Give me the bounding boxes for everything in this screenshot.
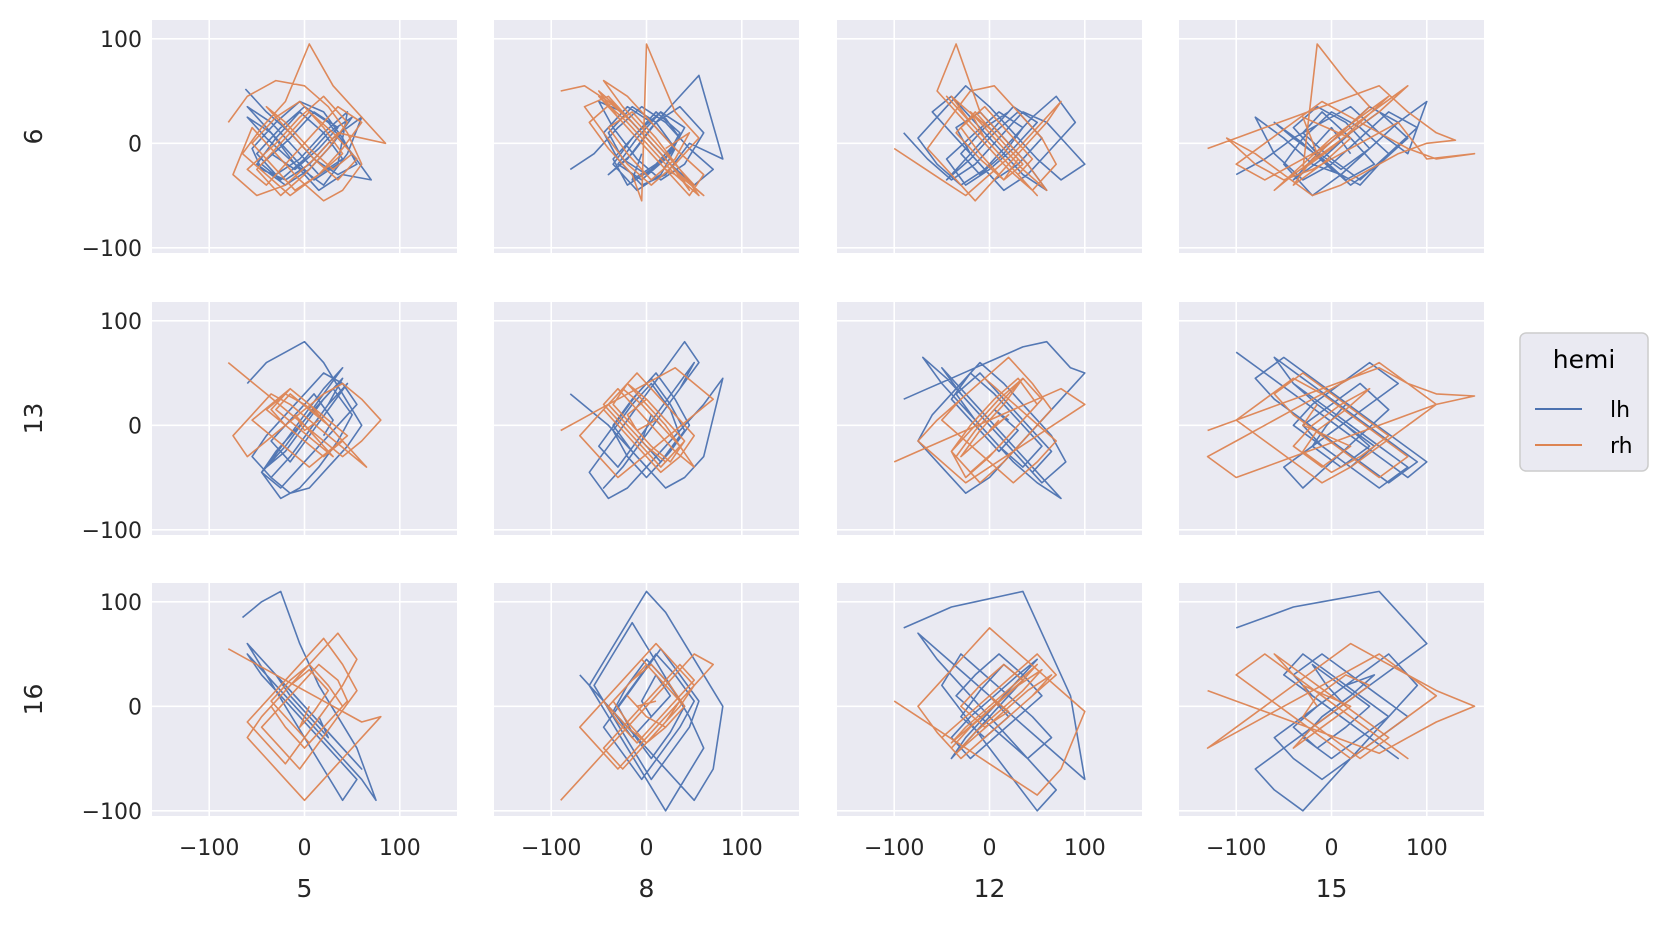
legend-title: hemi: [1553, 345, 1616, 374]
series-line-rh: [227, 361, 382, 468]
series-line-lh: [579, 590, 724, 812]
col-label-15: 15: [1316, 874, 1348, 903]
panel-r13-c8: [494, 302, 799, 535]
row-label-16: 16: [19, 684, 48, 716]
legend-frame: [1519, 332, 1649, 472]
col-label-8: 8: [639, 874, 655, 903]
y-tick-label: 100: [100, 28, 142, 53]
panel-r6-c12: [837, 20, 1142, 253]
panel-r6-c8: [494, 20, 799, 253]
series-line-rh: [560, 642, 715, 801]
series-line-lh: [244, 88, 373, 192]
legend-label-rh: rh: [1610, 434, 1633, 459]
y-tick-label: 0: [128, 414, 142, 439]
y-tick-label: 100: [100, 591, 142, 616]
series-line-rh: [560, 366, 715, 479]
series-line-lh: [903, 590, 1086, 812]
panel-r6-c5: [152, 20, 457, 253]
y-tick-label: 0: [128, 132, 142, 157]
panel-r16-c5: [152, 583, 457, 816]
series-line-rh: [893, 627, 1086, 796]
series-line-rh: [1206, 361, 1476, 484]
x-tick-label: 100: [1406, 836, 1448, 861]
series-line-lh: [903, 85, 1086, 192]
panels-layer: [152, 20, 1484, 816]
panel-r13-c15: [1179, 302, 1484, 535]
labels-layer: −100 0 100 6 −100 0 100 13 −100 0 100 16 −100 0 100 5 −1…: [19, 28, 1448, 903]
panel-r16-c12: [837, 583, 1142, 816]
col-label-5: 5: [297, 874, 313, 903]
panel-r13-c12: [837, 302, 1142, 535]
y-tick-label: −100: [82, 519, 142, 544]
series-line-rh: [893, 356, 1086, 484]
panel-r6-c15: [1179, 20, 1484, 253]
x-tick-label: −100: [864, 836, 924, 861]
y-tick-label: 0: [128, 695, 142, 720]
series-line-rh: [560, 43, 705, 202]
x-tick-label: 0: [298, 836, 312, 861]
panel-r16-c8: [494, 583, 799, 816]
x-tick-label: −100: [1206, 836, 1266, 861]
x-tick-label: −100: [521, 836, 581, 861]
x-tick-label: 100: [1064, 836, 1106, 861]
panel-r16-c15: [1179, 583, 1484, 816]
series-line-rh: [1206, 642, 1476, 760]
x-tick-label: 100: [379, 836, 421, 861]
col-label-12: 12: [974, 874, 1006, 903]
x-tick-label: 0: [983, 836, 997, 861]
x-tick-label: 0: [1325, 836, 1339, 861]
series-line-lh: [241, 590, 377, 802]
series-line-lh: [569, 340, 724, 500]
row-label-13: 13: [19, 403, 48, 435]
series-line-rh: [893, 43, 1062, 202]
series-line-rh: [227, 632, 382, 802]
series-line-rh: [1207, 43, 1476, 197]
x-tick-label: −100: [179, 836, 239, 861]
y-tick-label: −100: [82, 237, 142, 262]
panel-r13-c5: [152, 302, 457, 535]
row-label-6: 6: [19, 129, 48, 145]
x-tick-label: 100: [721, 836, 763, 861]
legend-label-lh: lh: [1610, 398, 1630, 423]
x-tick-label: 0: [640, 836, 654, 861]
series-line-rh: [227, 43, 387, 202]
legend: hemi lh rh: [1519, 332, 1649, 472]
y-tick-label: −100: [82, 800, 142, 825]
y-tick-label: 100: [100, 310, 142, 335]
